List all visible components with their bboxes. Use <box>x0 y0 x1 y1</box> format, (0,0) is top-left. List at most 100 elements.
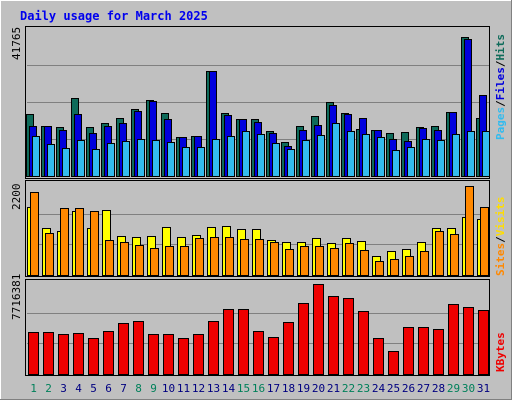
bar-sites-day-3 <box>60 208 69 276</box>
chart-bars <box>26 37 490 375</box>
bar-kbytes-day-3 <box>58 334 69 375</box>
bar-sites-day-12 <box>195 238 204 276</box>
legend-hits: Hits <box>494 34 507 61</box>
bar-kbytes-day-12 <box>193 334 204 375</box>
panel3-ymax-label: 7716381 <box>10 274 23 320</box>
bar-sites-day-23 <box>360 250 369 276</box>
bar-sites-day-21 <box>330 248 339 276</box>
bar-pages-day-11 <box>182 147 190 177</box>
x-label-day-5: 5 <box>90 382 97 395</box>
x-label-day-19: 19 <box>297 382 310 395</box>
bar-sites-day-18 <box>285 249 294 276</box>
bar-sites-day-7 <box>120 242 129 276</box>
bar-pages-day-3 <box>62 148 70 177</box>
x-label-day-1: 1 <box>30 382 37 395</box>
bar-sites-day-25 <box>390 259 399 276</box>
bar-pages-day-21 <box>332 123 340 177</box>
bar-kbytes-day-25 <box>388 351 399 375</box>
bar-sites-day-15 <box>240 239 249 276</box>
bar-sites-day-10 <box>165 246 174 276</box>
legend-separator-1: / <box>494 100 507 107</box>
x-label-day-11: 11 <box>177 382 190 395</box>
bar-sites-day-4 <box>75 208 84 276</box>
bar-sites-day-30 <box>465 186 474 276</box>
bar-sites-day-8 <box>135 245 144 276</box>
x-label-day-30: 30 <box>462 382 475 395</box>
x-label-day-13: 13 <box>207 382 220 395</box>
bar-kbytes-day-27 <box>418 327 429 375</box>
bar-kbytes-day-1 <box>28 332 39 375</box>
bar-kbytes-day-23 <box>358 311 369 375</box>
x-label-day-4: 4 <box>75 382 82 395</box>
bar-kbytes-day-10 <box>163 334 174 375</box>
bar-pages-day-30 <box>467 131 475 177</box>
x-label-day-24: 24 <box>372 382 386 395</box>
x-label-day-7: 7 <box>120 382 127 395</box>
legend-separator-2: / <box>494 60 507 67</box>
bar-sites-day-28 <box>435 231 444 276</box>
bar-kbytes-day-24 <box>373 338 384 375</box>
bar-kbytes-day-26 <box>403 327 414 375</box>
bar-pages-day-23 <box>362 134 370 177</box>
bar-kbytes-day-7 <box>118 323 129 375</box>
bar-kbytes-day-11 <box>178 338 189 375</box>
bar-sites-day-19 <box>300 246 309 276</box>
bar-pages-day-1 <box>32 136 40 177</box>
x-label-day-12: 12 <box>192 382 205 395</box>
bar-pages-day-19 <box>302 140 310 177</box>
bar-sites-day-9 <box>150 248 159 276</box>
x-label-day-8: 8 <box>135 382 142 395</box>
bar-pages-day-27 <box>422 139 430 177</box>
x-label-day-25: 25 <box>387 382 400 395</box>
bar-kbytes-day-8 <box>133 321 144 375</box>
bar-sites-day-14 <box>225 237 234 276</box>
x-label-day-10: 10 <box>162 382 175 395</box>
x-label-day-9: 9 <box>150 382 157 395</box>
bar-pages-day-18 <box>287 149 295 177</box>
x-label-day-31: 31 <box>477 382 490 395</box>
bar-sites-day-2 <box>45 233 54 276</box>
bar-kbytes-day-16 <box>253 331 264 375</box>
legend-visits: Visits <box>494 197 507 237</box>
bar-kbytes-day-5 <box>88 338 99 375</box>
bar-kbytes-day-17 <box>268 337 279 375</box>
bar-kbytes-day-14 <box>223 309 234 375</box>
legend-panel2: Sites/Visits <box>494 197 507 277</box>
bar-kbytes-day-19 <box>298 303 309 375</box>
bar-sites-day-27 <box>420 251 429 276</box>
bar-pages-day-22 <box>347 131 355 177</box>
bar-kbytes-day-22 <box>343 298 354 375</box>
bar-kbytes-day-6 <box>103 331 114 375</box>
x-label-day-21: 21 <box>327 382 340 395</box>
bar-pages-day-16 <box>257 134 265 177</box>
x-label-day-20: 20 <box>312 382 325 395</box>
x-label-day-14: 14 <box>222 382 236 395</box>
legend-kbytes: KBytes <box>494 332 507 372</box>
bar-pages-day-15 <box>242 131 250 177</box>
bar-pages-day-12 <box>197 147 205 177</box>
chart-title: Daily usage for March 2025 <box>20 9 208 23</box>
x-label-day-28: 28 <box>432 382 445 395</box>
x-label-day-18: 18 <box>282 382 295 395</box>
bar-pages-day-6 <box>107 143 115 177</box>
panel2-ymax-label: 2200 <box>10 184 23 211</box>
bar-pages-day-8 <box>137 139 145 177</box>
bar-sites-day-20 <box>315 246 324 276</box>
bar-pages-day-7 <box>122 141 130 177</box>
bar-sites-day-11 <box>180 246 189 276</box>
bar-kbytes-day-4 <box>73 333 84 375</box>
x-label-day-22: 22 <box>342 382 355 395</box>
legend-pages: Pages <box>494 107 507 140</box>
bar-sites-day-29 <box>450 234 459 276</box>
legend-panel1: Pages/Files/Hits <box>494 34 507 140</box>
bar-sites-day-13 <box>210 237 219 276</box>
bar-pages-day-26 <box>407 147 415 177</box>
bar-kbytes-day-29 <box>448 304 459 375</box>
bar-sites-day-1 <box>30 192 39 276</box>
x-label-day-16: 16 <box>252 382 265 395</box>
bar-pages-day-13 <box>212 139 220 177</box>
bar-kbytes-day-2 <box>43 332 54 375</box>
panel1-ymax-label: 41765 <box>10 27 23 60</box>
x-label-day-6: 6 <box>105 382 112 395</box>
bar-sites-day-5 <box>90 211 99 276</box>
